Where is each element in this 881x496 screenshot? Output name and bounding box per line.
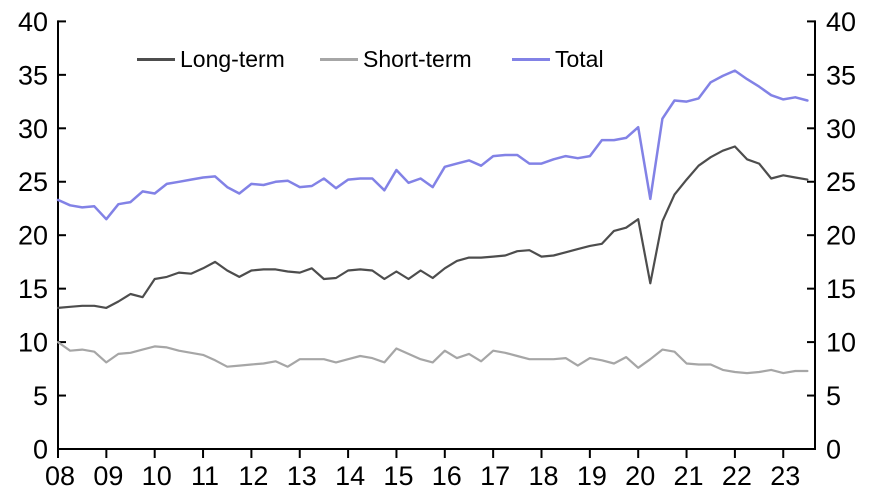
x-tick-label: 13 — [287, 461, 317, 491]
y-tick-label-left: 40 — [18, 7, 48, 37]
y-tick-label-right: 0 — [826, 434, 841, 464]
y-tick-label-right: 10 — [826, 328, 856, 358]
y-tick-label-left: 15 — [18, 274, 48, 304]
y-tick-label-right: 40 — [826, 7, 856, 37]
y-tick-label-right: 15 — [826, 274, 856, 304]
y-tick-label-right: 5 — [826, 381, 841, 411]
x-tick-label: 09 — [93, 461, 123, 491]
x-tick-label: 17 — [480, 461, 510, 491]
y-tick-label-left: 0 — [33, 434, 48, 464]
series-line-long-term — [56, 145, 809, 309]
legend-label-short-term: Short-term — [363, 46, 472, 72]
x-tick-label: 08 — [45, 461, 75, 491]
x-tick-label: 12 — [238, 461, 268, 491]
x-tick-label: 18 — [528, 461, 558, 491]
x-tick-label: 21 — [674, 461, 704, 491]
legend-label-total: Total — [555, 46, 604, 72]
legend-item-total: Total — [512, 44, 604, 74]
y-tick-label-left: 30 — [18, 114, 48, 144]
x-tick-label: 23 — [770, 461, 800, 491]
y-tick-label-left: 35 — [18, 60, 48, 90]
x-tick-label: 15 — [383, 461, 413, 491]
x-tick-label: 20 — [625, 461, 655, 491]
short-term-line-swatch — [320, 57, 358, 61]
y-tick-label-right: 30 — [826, 114, 856, 144]
x-tick-label: 10 — [142, 461, 172, 491]
x-tick-label: 14 — [335, 461, 365, 491]
y-tick-label-right: 35 — [826, 60, 856, 90]
x-tick-label: 16 — [432, 461, 462, 491]
series-line-short-term — [56, 341, 809, 375]
total-line-swatch — [512, 57, 550, 61]
y-tick-label-left: 20 — [18, 221, 48, 251]
y-tick-label-right: 20 — [826, 221, 856, 251]
y-tick-label-left: 25 — [18, 167, 48, 197]
legend-label-long-term: Long-term — [180, 46, 285, 72]
y-tick-label-left: 10 — [18, 328, 48, 358]
x-tick-label: 19 — [577, 461, 607, 491]
legend-item-long-term: Long-term — [137, 44, 285, 74]
long-term-line-swatch — [137, 57, 175, 61]
y-tick-label-right: 25 — [826, 167, 856, 197]
series-line-total — [56, 69, 809, 221]
legend-item-short-term: Short-term — [320, 44, 472, 74]
x-tick-label: 22 — [722, 461, 752, 491]
x-tick-label: 11 — [191, 461, 219, 491]
y-tick-label-left: 5 — [33, 381, 48, 411]
